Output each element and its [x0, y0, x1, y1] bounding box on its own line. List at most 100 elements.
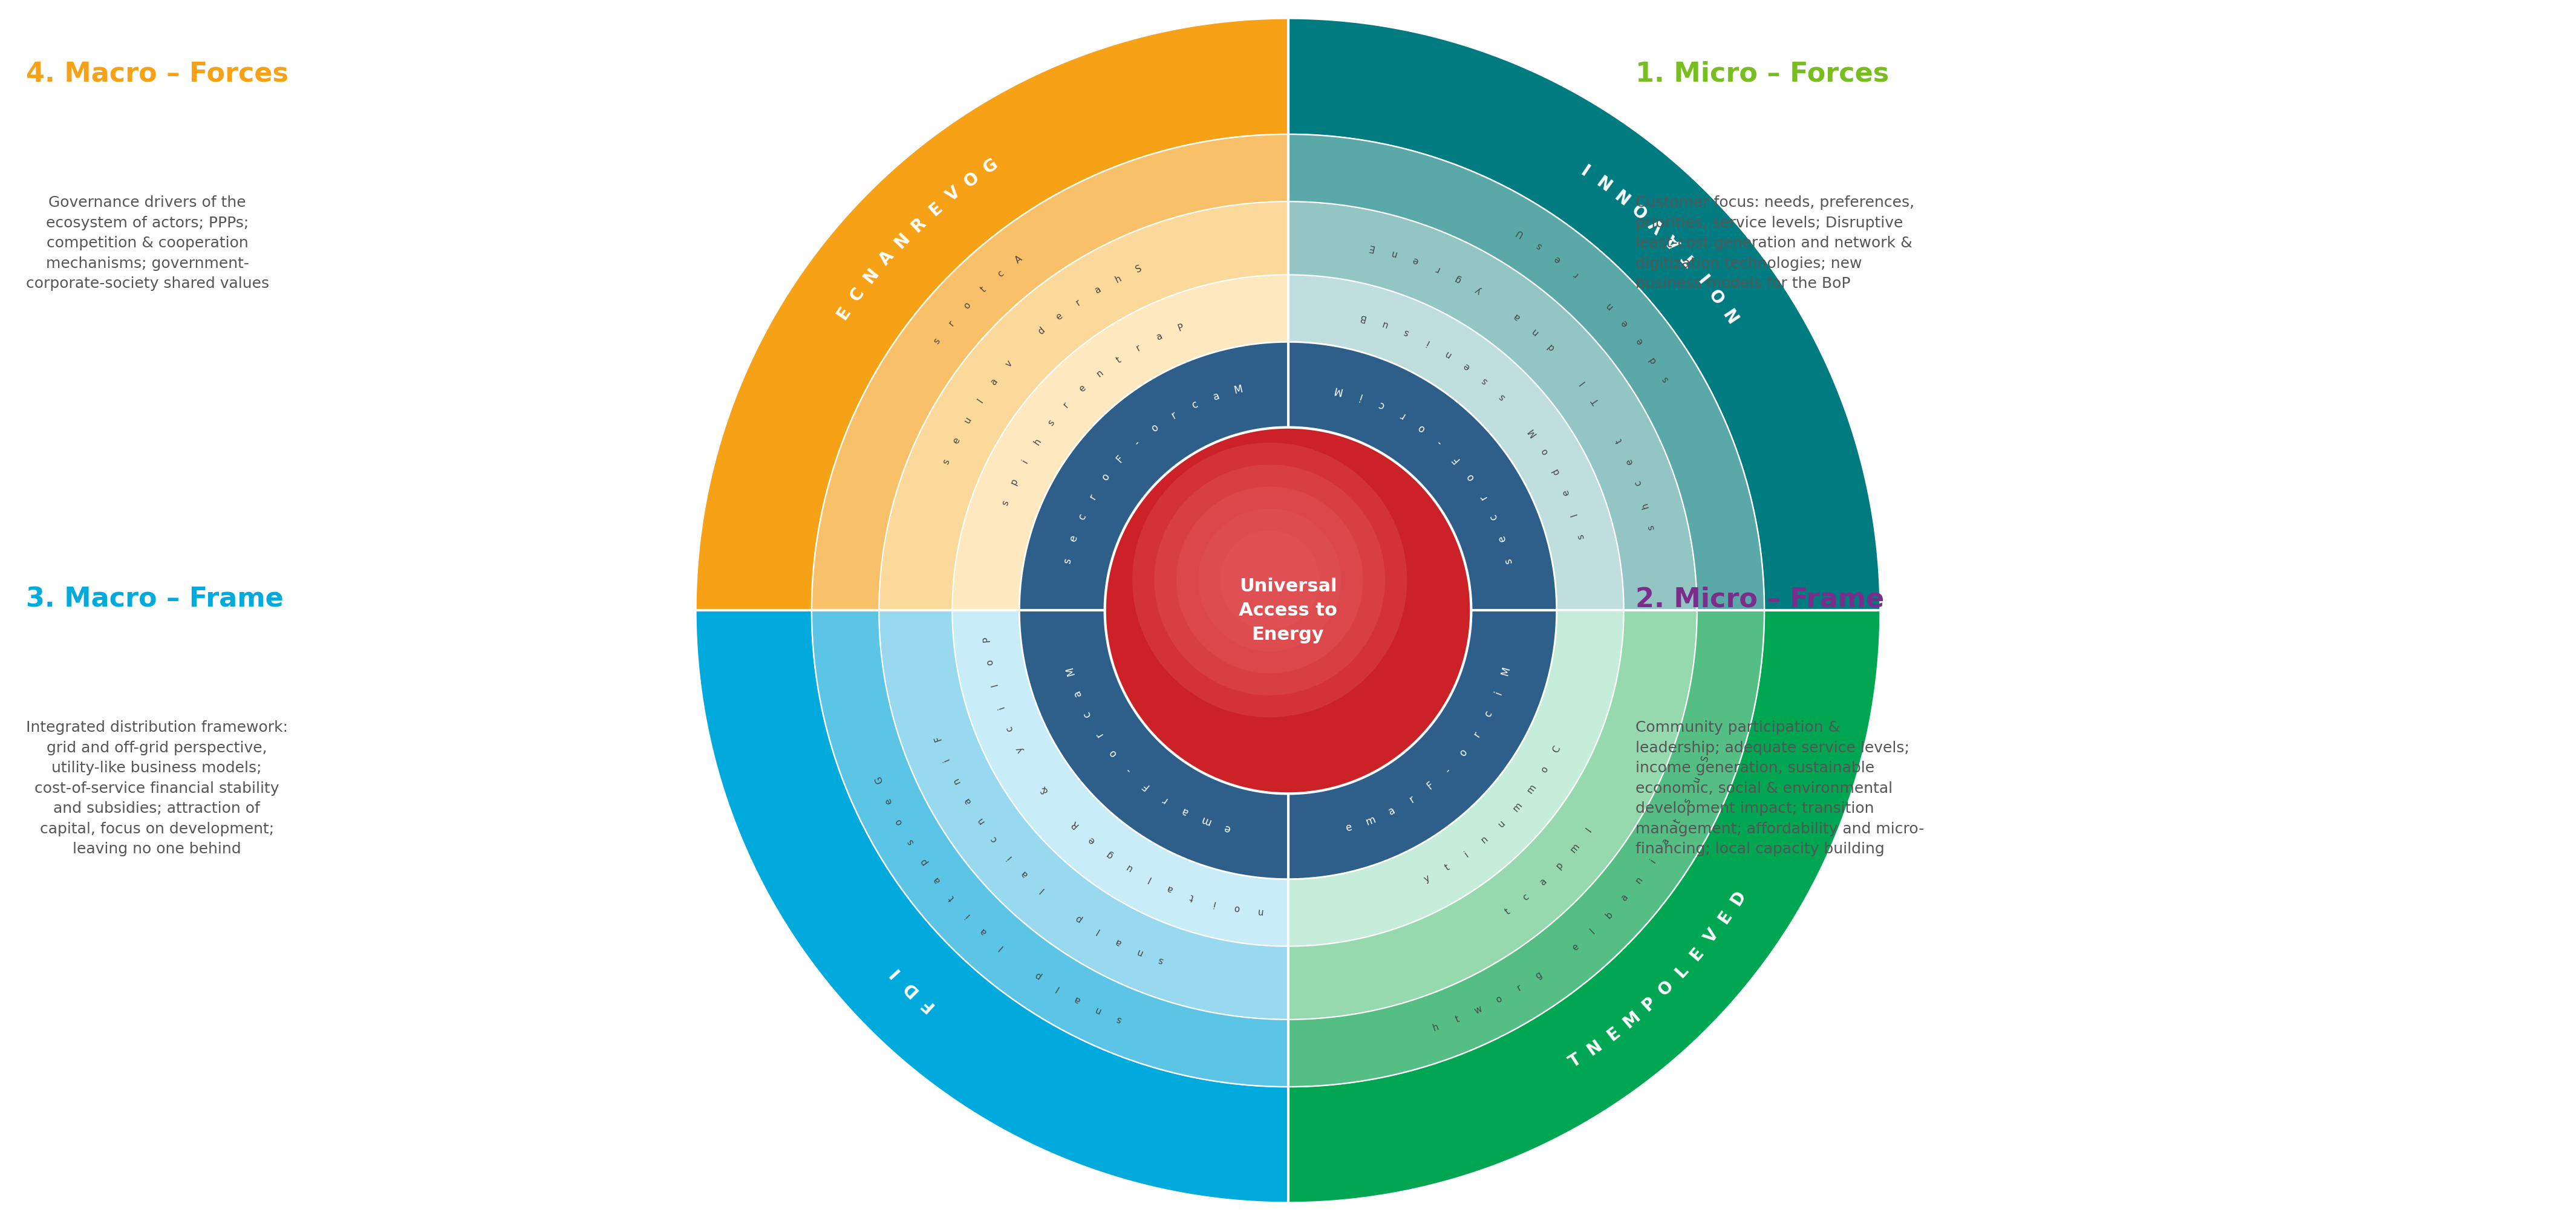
Polygon shape	[1288, 610, 1623, 946]
Text: N: N	[860, 265, 884, 287]
Text: s: s	[1061, 557, 1074, 565]
Polygon shape	[696, 18, 1288, 610]
Text: i: i	[1649, 857, 1656, 864]
Polygon shape	[811, 610, 1288, 1087]
Text: N: N	[1584, 1037, 1605, 1059]
Text: P: P	[981, 636, 992, 642]
Text: c: c	[1520, 893, 1530, 902]
Text: o: o	[1463, 471, 1476, 482]
Text: e: e	[1633, 336, 1643, 346]
Polygon shape	[1288, 18, 1880, 610]
Text: a: a	[1386, 805, 1396, 817]
Text: o: o	[961, 300, 971, 311]
Text: n: n	[1605, 300, 1615, 311]
Text: e: e	[1345, 822, 1352, 834]
Text: y: y	[1015, 745, 1025, 755]
Text: M: M	[1332, 383, 1342, 397]
Text: -: -	[1435, 437, 1445, 448]
Text: l: l	[1095, 926, 1100, 935]
Polygon shape	[1288, 134, 1765, 610]
Text: s: s	[1046, 418, 1056, 427]
Text: y: y	[1473, 284, 1484, 295]
Polygon shape	[953, 610, 1288, 946]
Text: d: d	[1551, 466, 1561, 476]
Text: I: I	[1577, 379, 1587, 386]
Text: T: T	[1566, 1050, 1584, 1071]
Text: C: C	[1551, 745, 1561, 755]
Text: b: b	[1605, 910, 1615, 921]
Text: V: V	[1700, 926, 1723, 946]
Text: -: -	[1443, 766, 1453, 775]
Text: n: n	[974, 816, 987, 825]
Text: m: m	[1569, 841, 1582, 855]
Text: a: a	[979, 927, 989, 937]
Text: 3. Macro – Frame: 3. Macro – Frame	[26, 586, 283, 612]
Text: a: a	[1211, 391, 1221, 403]
Text: a: a	[1180, 805, 1190, 817]
Polygon shape	[1020, 342, 1556, 879]
Text: M: M	[1620, 1007, 1643, 1032]
Text: l: l	[989, 683, 999, 687]
Text: a: a	[1020, 868, 1030, 879]
Text: E: E	[1368, 243, 1376, 253]
Text: n: n	[1092, 1005, 1103, 1016]
Text: F: F	[917, 994, 938, 1015]
Text: L: L	[1672, 962, 1692, 982]
Polygon shape	[811, 134, 1288, 610]
Text: r: r	[1515, 983, 1522, 993]
Text: e: e	[1620, 317, 1631, 328]
Polygon shape	[1105, 427, 1471, 794]
Text: n: n	[1133, 946, 1144, 957]
Text: n: n	[1530, 326, 1540, 337]
Text: 1. Micro – Forces: 1. Micro – Forces	[1636, 61, 1888, 87]
Text: c: c	[1082, 709, 1092, 719]
Text: d: d	[1649, 355, 1659, 365]
Text: g: g	[1105, 849, 1115, 860]
Text: n: n	[1479, 835, 1489, 845]
Text: o: o	[1100, 471, 1113, 482]
Text: r: r	[1406, 794, 1417, 805]
Text: o: o	[1417, 422, 1427, 435]
Text: c: c	[1190, 399, 1200, 411]
Text: s: s	[943, 458, 951, 465]
Text: l: l	[1038, 885, 1046, 894]
Text: A: A	[876, 248, 896, 269]
Text: a: a	[1072, 994, 1082, 1005]
Text: 2. Micro – Frame: 2. Micro – Frame	[1636, 586, 1886, 612]
Text: O: O	[1631, 198, 1651, 220]
Text: i: i	[943, 757, 951, 762]
Text: i: i	[1358, 391, 1363, 402]
Text: M: M	[1064, 665, 1077, 676]
Text: U: U	[1515, 227, 1525, 238]
Text: S: S	[1133, 264, 1144, 275]
Text: y: y	[1422, 873, 1432, 884]
Text: r: r	[1061, 400, 1072, 410]
Text: e: e	[1066, 534, 1079, 543]
Text: Community participation &
leadership; adequate service levels;
income generation: Community participation & leadership; ad…	[1636, 720, 1924, 856]
Text: i: i	[1425, 337, 1430, 347]
Text: c: c	[1376, 399, 1386, 411]
Text: o: o	[1108, 747, 1118, 758]
Text: r: r	[1074, 298, 1082, 308]
Text: S: S	[1700, 753, 1710, 762]
Text: e: e	[951, 436, 961, 446]
Text: s: s	[1535, 241, 1543, 250]
Text: t: t	[1504, 907, 1512, 916]
Text: s: s	[1682, 797, 1692, 805]
Text: u: u	[1497, 819, 1507, 829]
Text: Universal
Access to
Energy: Universal Access to Energy	[1239, 578, 1337, 643]
Text: s: s	[999, 499, 1010, 507]
Text: n: n	[1095, 369, 1105, 379]
Text: s: s	[1157, 955, 1164, 966]
Text: d: d	[1546, 342, 1556, 353]
Polygon shape	[953, 275, 1288, 610]
Text: a: a	[989, 377, 999, 387]
Text: a: a	[1620, 893, 1631, 904]
Text: c: c	[989, 834, 999, 844]
Polygon shape	[1154, 465, 1386, 695]
Text: t: t	[1443, 862, 1450, 872]
Text: v: v	[1005, 359, 1015, 369]
Text: V: V	[943, 183, 963, 205]
Text: E: E	[835, 304, 855, 322]
Text: t: t	[1615, 437, 1625, 444]
